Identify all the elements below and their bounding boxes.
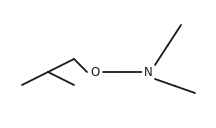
Text: O: O <box>90 66 100 78</box>
Text: N: N <box>144 66 152 78</box>
